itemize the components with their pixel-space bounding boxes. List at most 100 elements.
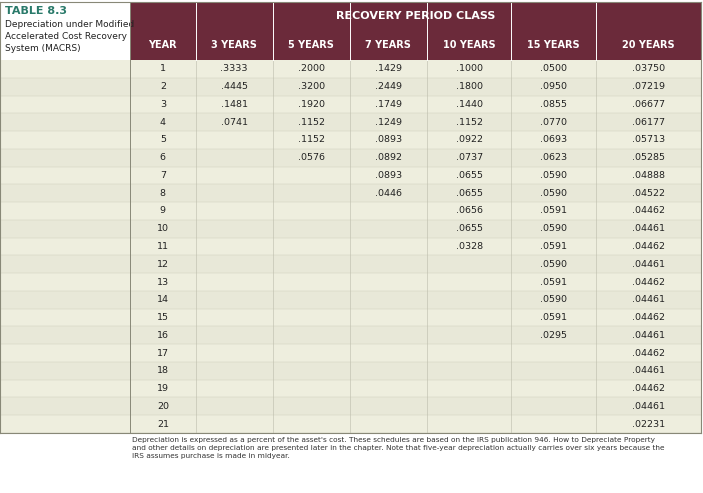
Bar: [130, 30, 701, 60]
Bar: [130, 291, 701, 309]
Text: 11: 11: [157, 242, 169, 251]
Text: .0893: .0893: [375, 136, 402, 144]
Text: .04462: .04462: [632, 207, 665, 215]
Text: .1000: .1000: [456, 65, 483, 73]
Text: .0737: .0737: [456, 153, 483, 162]
Text: .1152: .1152: [298, 118, 325, 127]
Text: 5 YEARS: 5 YEARS: [288, 40, 334, 50]
Text: .06177: .06177: [632, 118, 665, 127]
Bar: [130, 78, 701, 96]
Text: .0590: .0590: [540, 295, 567, 304]
Text: 15 YEARS: 15 YEARS: [527, 40, 580, 50]
Text: TABLE 8.3: TABLE 8.3: [5, 6, 67, 16]
Bar: [0, 415, 130, 433]
Text: 3 YEARS: 3 YEARS: [212, 40, 257, 50]
Text: .3333: .3333: [221, 65, 248, 73]
Text: .0500: .0500: [540, 65, 567, 73]
Text: .4445: .4445: [221, 82, 247, 91]
Bar: [130, 397, 701, 415]
Text: .0328: .0328: [456, 242, 483, 251]
Text: .0655: .0655: [456, 171, 483, 180]
Text: 15: 15: [157, 313, 169, 322]
Text: 20 YEARS: 20 YEARS: [622, 40, 675, 50]
Bar: [0, 238, 130, 255]
Bar: [0, 255, 130, 273]
Bar: [0, 380, 130, 397]
Bar: [130, 2, 701, 30]
Text: .04462: .04462: [632, 349, 665, 357]
Text: .04462: .04462: [632, 278, 665, 286]
Bar: [0, 60, 130, 78]
Text: YEAR: YEAR: [148, 40, 177, 50]
Text: .0655: .0655: [456, 224, 483, 233]
Text: 20: 20: [157, 402, 169, 411]
Bar: [0, 2, 130, 433]
Bar: [130, 131, 701, 149]
Text: .1481: .1481: [221, 100, 247, 109]
Text: .0892: .0892: [375, 153, 402, 162]
Bar: [130, 309, 701, 326]
Text: .1152: .1152: [298, 136, 325, 144]
Bar: [130, 273, 701, 291]
Bar: [0, 184, 130, 202]
Text: .04461: .04461: [632, 260, 665, 269]
Text: .0950: .0950: [540, 82, 567, 91]
Text: .1800: .1800: [456, 82, 483, 91]
Bar: [130, 362, 701, 380]
Bar: [130, 326, 701, 344]
Bar: [0, 344, 130, 362]
Bar: [0, 202, 130, 220]
Text: 1: 1: [160, 65, 166, 73]
Bar: [0, 149, 130, 167]
Text: .0656: .0656: [456, 207, 483, 215]
Text: .04461: .04461: [632, 295, 665, 304]
Bar: [130, 415, 701, 433]
Text: 16: 16: [157, 331, 169, 340]
Bar: [130, 344, 701, 362]
Text: 14: 14: [157, 295, 169, 304]
Text: 17: 17: [157, 349, 169, 357]
Text: .1249: .1249: [375, 118, 402, 127]
Text: .1920: .1920: [298, 100, 325, 109]
Text: 12: 12: [157, 260, 169, 269]
Text: .03750: .03750: [632, 65, 665, 73]
Text: .0591: .0591: [540, 278, 567, 286]
Text: .04462: .04462: [632, 384, 665, 393]
Bar: [130, 149, 701, 167]
Text: .0623: .0623: [540, 153, 567, 162]
Text: .0770: .0770: [540, 118, 567, 127]
Text: Depreciation under Modified
Accelerated Cost Recovery
System (MACRS): Depreciation under Modified Accelerated …: [5, 20, 134, 53]
Text: .2000: .2000: [298, 65, 325, 73]
Text: .0893: .0893: [375, 171, 402, 180]
Text: .0741: .0741: [221, 118, 247, 127]
Text: 10 YEARS: 10 YEARS: [443, 40, 496, 50]
Text: .04461: .04461: [632, 402, 665, 411]
Text: 3: 3: [160, 100, 166, 109]
Bar: [130, 60, 701, 78]
Text: .05713: .05713: [632, 136, 665, 144]
Bar: [0, 362, 130, 380]
Text: Depreciation is expressed as a percent of the asset's cost. These schedules are : Depreciation is expressed as a percent o…: [132, 437, 664, 459]
Text: .1440: .1440: [456, 100, 483, 109]
Text: 6: 6: [160, 153, 166, 162]
Text: .0922: .0922: [456, 136, 483, 144]
Bar: [130, 96, 701, 113]
Text: .04461: .04461: [632, 366, 665, 375]
Text: .05285: .05285: [632, 153, 665, 162]
Text: 18: 18: [157, 366, 169, 375]
Text: .04462: .04462: [632, 313, 665, 322]
Bar: [130, 167, 701, 184]
Text: .04461: .04461: [632, 331, 665, 340]
Text: 9: 9: [160, 207, 166, 215]
Text: .07219: .07219: [632, 82, 665, 91]
Text: .0295: .0295: [540, 331, 567, 340]
Text: .04461: .04461: [632, 224, 665, 233]
Bar: [130, 380, 701, 397]
Bar: [130, 220, 701, 238]
Text: .04522: .04522: [632, 189, 665, 198]
Text: .2449: .2449: [375, 82, 402, 91]
Bar: [0, 96, 130, 113]
Text: .0591: .0591: [540, 207, 567, 215]
Text: .0855: .0855: [540, 100, 567, 109]
Bar: [0, 309, 130, 326]
